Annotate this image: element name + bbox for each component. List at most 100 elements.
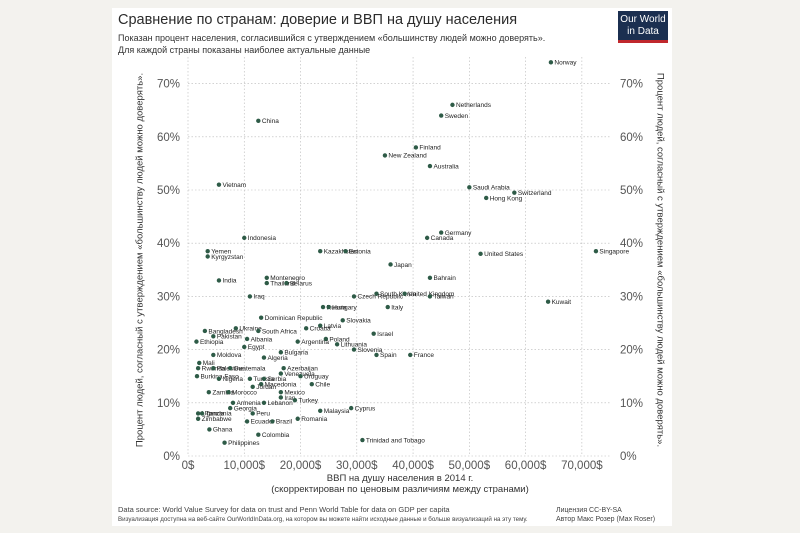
data-point xyxy=(258,315,264,320)
data-point xyxy=(228,405,233,411)
data-point-label: Israel xyxy=(377,331,393,338)
data-point-label: Spain xyxy=(380,352,397,359)
data-point xyxy=(284,280,289,286)
data-point-label: Mexico xyxy=(284,389,305,396)
license-text: Лицензия CC-BY-SA xyxy=(556,507,622,514)
data-point-label: Thailand xyxy=(270,280,295,287)
data-point xyxy=(256,432,261,437)
data-point xyxy=(295,416,300,421)
data-point-label: Latvia xyxy=(324,323,342,330)
data-point xyxy=(261,355,267,360)
data-point-label: Russia xyxy=(327,304,347,311)
visualization-note: Визуализация доступна на веб-сайте OurWo… xyxy=(118,516,528,523)
data-point xyxy=(264,275,269,280)
data-point xyxy=(197,360,202,366)
data-point-label: Malaysia xyxy=(324,408,350,415)
data-point-label: Colombia xyxy=(262,432,290,439)
x-tick-label: 70,000$ xyxy=(561,460,603,472)
data-point-label: United States xyxy=(484,251,524,258)
data-point-label: Singapore xyxy=(599,248,629,255)
author-text: Автор Макс Розер (Max Roser) xyxy=(556,516,656,523)
data-point-label: Bahrain xyxy=(433,275,456,282)
data-point-label: Japan xyxy=(394,262,412,269)
data-point-label: Egypt xyxy=(248,344,265,351)
data-point-label: Chile xyxy=(315,381,330,388)
y-tick-label-right: 20% xyxy=(620,345,643,357)
data-point-label: Canada xyxy=(431,235,454,242)
data-point xyxy=(199,411,205,416)
data-point xyxy=(295,339,300,344)
data-point xyxy=(270,419,275,424)
data-point xyxy=(216,182,222,187)
data-point xyxy=(309,381,314,387)
data-point xyxy=(371,331,376,336)
data-point xyxy=(195,411,201,416)
data-point-label: Poland xyxy=(329,336,350,343)
data-point-label: Sweden xyxy=(445,113,469,120)
data-point xyxy=(388,262,393,267)
chart-subtitle-line-2: Для каждой страны показаны наиболее акту… xyxy=(118,45,371,55)
data-point xyxy=(278,395,284,400)
data-point-label: Vietnam xyxy=(222,182,246,189)
data-point xyxy=(427,294,433,299)
data-point xyxy=(194,339,199,344)
data-point xyxy=(222,440,227,445)
y-tick-label-left: 10% xyxy=(157,398,180,410)
data-point-label: Finland xyxy=(419,145,441,152)
data-point xyxy=(247,376,253,382)
data-point-label: Ecuador xyxy=(251,419,276,426)
y-tick-label-left: 50% xyxy=(157,185,180,197)
data-point-label: Turkey xyxy=(298,397,318,404)
data-point-label: Georgia xyxy=(234,405,258,412)
data-point-label: Morocco xyxy=(232,389,257,396)
data-point xyxy=(226,389,231,395)
y-tick-label-right: 30% xyxy=(620,291,643,303)
data-point-label: Armenia xyxy=(237,400,262,407)
data-point xyxy=(278,389,284,395)
data-point-label: South Korea xyxy=(380,291,417,298)
data-point xyxy=(211,352,216,358)
data-point xyxy=(478,251,483,257)
data-point-label: Jordan xyxy=(256,384,276,391)
data-point xyxy=(320,304,326,310)
data-point-label: Hong Kong xyxy=(490,195,523,202)
data-point-label: Germany xyxy=(445,230,472,237)
data-point-label: Uruguay xyxy=(304,374,329,381)
data-point-label: Moldova xyxy=(217,352,242,359)
y-tick-label-left: 40% xyxy=(157,238,180,250)
data-point-label: Slovakia xyxy=(346,318,371,325)
data-point-label: Zambia xyxy=(212,389,234,396)
logo-line-1: Our World xyxy=(620,14,666,25)
data-point xyxy=(450,102,455,108)
data-point xyxy=(382,153,388,158)
data-point xyxy=(216,376,222,382)
data-point xyxy=(512,190,517,195)
data-point-label: France xyxy=(414,352,435,359)
data-point xyxy=(326,304,331,310)
data-point-label: Dominican Republic xyxy=(265,315,324,322)
data-point xyxy=(298,374,303,379)
data-point xyxy=(216,278,222,283)
data-point xyxy=(242,235,247,241)
chart-card xyxy=(112,8,672,526)
data-point xyxy=(402,291,407,296)
data-point-label: Trinidad and Tobago xyxy=(366,437,425,444)
data-point-label: Peru xyxy=(256,411,270,418)
data-point-label: Australia xyxy=(433,163,459,170)
data-point xyxy=(548,60,554,65)
x-tick-label: 20,000$ xyxy=(280,460,322,472)
data-point xyxy=(340,318,345,323)
data-point xyxy=(413,145,419,150)
data-point xyxy=(351,294,357,299)
logo-line-2: in Data xyxy=(627,26,659,37)
data-point-label: Iran xyxy=(284,395,296,402)
data-point-label: Lebanon xyxy=(267,400,293,407)
data-point xyxy=(439,113,444,118)
data-point-label: Croatia xyxy=(310,326,331,333)
data-point xyxy=(250,411,255,416)
y-tick-label-right: 50% xyxy=(620,185,643,197)
data-point-label: Switzerland xyxy=(518,190,552,197)
owid-logo[interactable]: Our World in Data xyxy=(618,11,668,43)
y-tick-label-right: 0% xyxy=(620,451,637,463)
